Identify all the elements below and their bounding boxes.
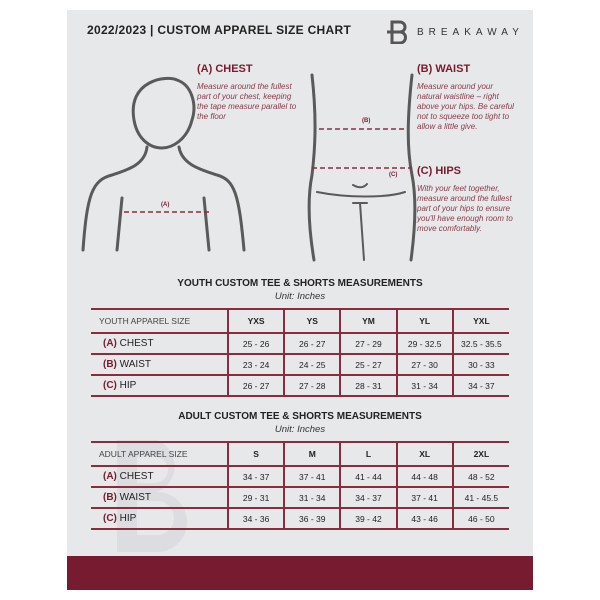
measurement-name: CHEST	[119, 471, 154, 482]
size-header: L	[339, 441, 397, 467]
measurement-code: (A)	[103, 471, 117, 482]
table-cell: 34 - 37	[339, 486, 397, 509]
table-cell: 25 - 26	[226, 332, 285, 355]
measurement-label: (A) CHEST	[91, 465, 228, 488]
table-header-row: ADULT APPAREL SIZE S M L XL 2XL	[91, 441, 509, 467]
youth-title: YOUTH CUSTOM TEE & SHORTS MEASUREMENTS	[177, 278, 423, 289]
measurement-name: CHEST	[119, 338, 154, 349]
footer-bar	[67, 556, 533, 590]
measurement-label: (B) WAIST	[91, 353, 228, 376]
measurement-code: (C)	[103, 380, 117, 391]
measurement-code: (C)	[103, 513, 117, 524]
marker-a: (A)	[161, 202, 170, 208]
measurement-name: WAIST	[119, 359, 151, 370]
measurement-label: (A) CHEST	[91, 332, 228, 355]
table-row: (B) WAIST 23 - 24 24 - 25 25 - 27 27 - 30 30 …	[91, 353, 509, 376]
measurement-name: HIP	[119, 380, 137, 391]
table-cell: 37 - 41	[395, 486, 453, 509]
table-cell: 29 - 32.5	[395, 332, 453, 355]
adult-size-table: ADULT APPAREL SIZE S M L XL 2XL (A) CHEST 34 - …	[91, 441, 509, 530]
table-cell: 30 - 33	[451, 353, 509, 376]
table-cell: 37 - 41	[283, 465, 341, 488]
waist-heading: (B) WAIST	[417, 63, 471, 75]
hips-heading: (C) HIPS	[417, 165, 461, 177]
marker-b: (B)	[362, 118, 371, 124]
size-header: YXL	[451, 308, 509, 334]
table-header-row: YOUTH APPAREL SIZE YXS YS YM YL YXL	[91, 308, 509, 334]
table-row: (C) HIP 34 - 36 36 - 39 39 - 42 43 - 46 46 - …	[91, 507, 509, 530]
table-cell: 39 - 42	[339, 507, 397, 530]
adult-title: ADULT CUSTOM TEE & SHORTS MEASUREMENTS	[178, 411, 422, 422]
table-cell: 29 - 31	[226, 486, 285, 509]
header-label: ADULT APPAREL SIZE	[91, 441, 228, 467]
table-cell: 32.5 - 35.5	[451, 332, 509, 355]
measurement-label: (C) HIP	[91, 374, 228, 397]
youth-size-table: YOUTH APPAREL SIZE YXS YS YM YL YXL (A) CHEST 2…	[91, 308, 509, 397]
table-cell: 27 - 29	[339, 332, 397, 355]
table-cell: 41 - 45.5	[451, 486, 509, 509]
table-cell: 34 - 37	[226, 465, 285, 488]
brand-name: BREAKAWAY	[417, 26, 524, 38]
brand-logo: BREAKAWAY	[387, 20, 524, 44]
table-cell: 46 - 50	[451, 507, 509, 530]
table-cell: 24 - 25	[283, 353, 341, 376]
size-header: YL	[395, 308, 453, 334]
table-cell: 34 - 36	[226, 507, 285, 530]
size-header: YXS	[226, 308, 285, 334]
table-cell: 44 - 48	[395, 465, 453, 488]
body-illustration	[81, 73, 417, 262]
logo-b-icon	[387, 20, 407, 44]
table-cell: 43 - 46	[395, 507, 453, 530]
table-cell: 27 - 28	[283, 374, 341, 397]
table-row: (C) HIP 26 - 27 27 - 28 28 - 31 31 - 34 34 - …	[91, 374, 509, 397]
size-header: YM	[339, 308, 397, 334]
table-row: (A) CHEST 25 - 26 26 - 27 27 - 29 29 - 32.5 3…	[91, 332, 509, 355]
size-header: 2XL	[451, 441, 509, 467]
size-header: XL	[395, 441, 453, 467]
measurement-code: (A)	[103, 338, 117, 349]
table-cell: 26 - 27	[283, 332, 341, 355]
size-header: S	[226, 441, 285, 467]
chest-heading: (A) CHEST	[197, 63, 253, 75]
measurement-label: (C) HIP	[91, 507, 228, 530]
table-cell: 48 - 52	[451, 465, 509, 488]
marker-c: (C)	[389, 172, 398, 178]
adult-unit: Unit: Inches	[274, 424, 326, 435]
header-label: YOUTH APPAREL SIZE	[91, 308, 228, 334]
waist-description: Measure around your natural waistline – …	[417, 82, 514, 131]
table-row: (B) WAIST 29 - 31 31 - 34 34 - 37 37 - 41 41 …	[91, 486, 509, 509]
size-header: M	[283, 441, 341, 467]
youth-unit: Unit: Inches	[274, 291, 326, 302]
hips-description: With your feet together, measure around …	[417, 184, 513, 233]
chest-description: Measure around the fullest part of your …	[197, 82, 297, 121]
measurement-code: (B)	[103, 492, 117, 503]
table-cell: 36 - 39	[283, 507, 341, 530]
size-chart-panel: 2022/2023 | CUSTOM APPAREL SIZE CHART BR…	[67, 10, 533, 590]
size-header: YS	[283, 308, 341, 334]
table-cell: 41 - 44	[339, 465, 397, 488]
table-cell: 23 - 24	[226, 353, 285, 376]
table-cell: 31 - 34	[395, 374, 453, 397]
measurement-name: WAIST	[119, 492, 151, 503]
table-cell: 28 - 31	[339, 374, 397, 397]
table-cell: 31 - 34	[283, 486, 341, 509]
measurement-label: (B) WAIST	[91, 486, 228, 509]
table-cell: 25 - 27	[339, 353, 397, 376]
table-cell: 26 - 27	[226, 374, 285, 397]
page-title: 2022/2023 | CUSTOM APPAREL SIZE CHART	[87, 23, 352, 37]
table-row: (A) CHEST 34 - 37 37 - 41 41 - 44 44 - 48 48 …	[91, 465, 509, 488]
measurement-code: (B)	[103, 359, 117, 370]
measurement-name: HIP	[119, 513, 137, 524]
table-cell: 27 - 30	[395, 353, 453, 376]
table-cell: 34 - 37	[451, 374, 509, 397]
